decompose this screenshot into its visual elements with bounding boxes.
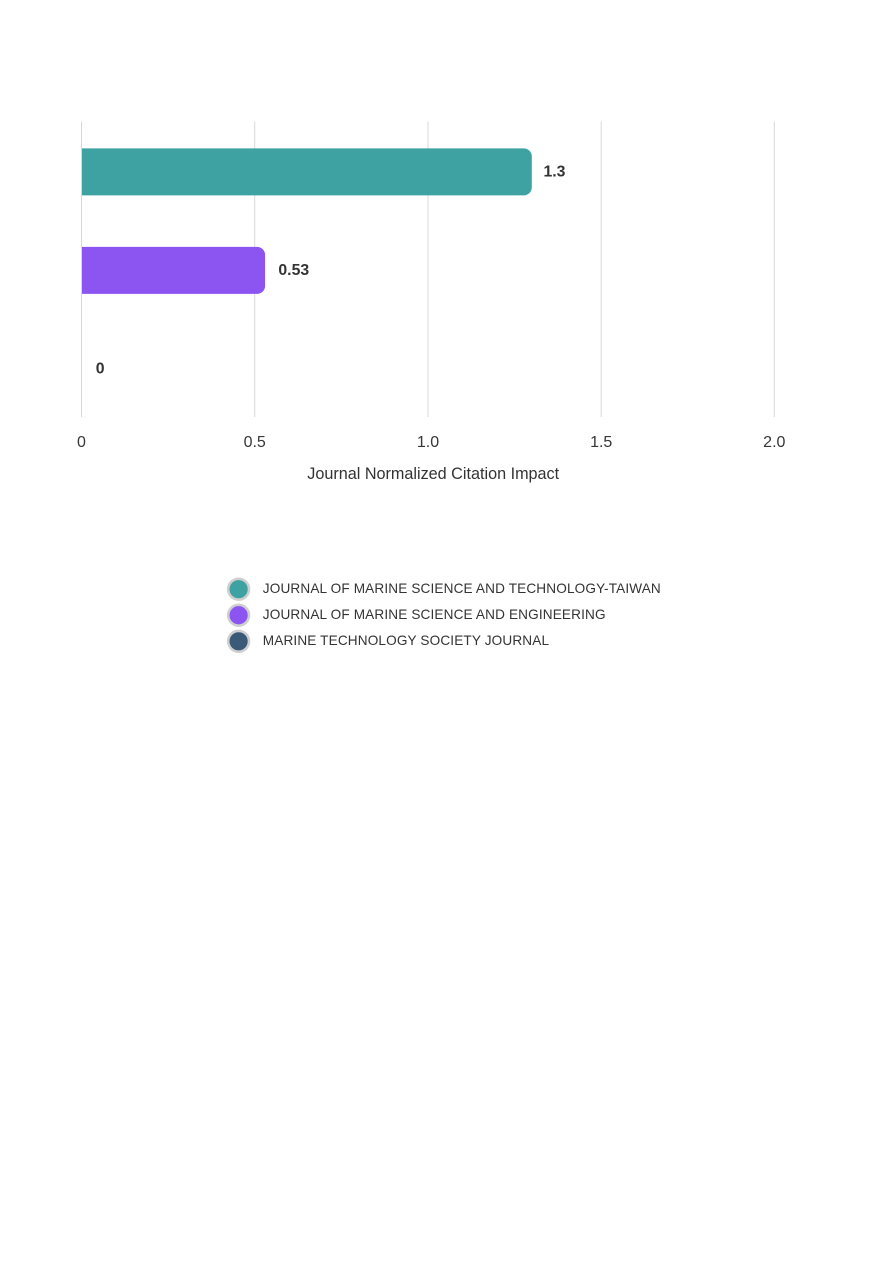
svg-text:1.5: 1.5 <box>590 434 612 451</box>
svg-text:0: 0 <box>77 434 86 451</box>
svg-text:MARINE TECHNOLOGY SOCIETY JOUR: MARINE TECHNOLOGY SOCIETY JOURNAL <box>263 633 550 648</box>
svg-text:1.0: 1.0 <box>417 434 439 451</box>
svg-text:0.53: 0.53 <box>278 262 309 279</box>
svg-text:0: 0 <box>96 360 105 377</box>
svg-text:2.0: 2.0 <box>763 434 785 451</box>
svg-text:JOURNAL OF MARINE SCIENCE AND: JOURNAL OF MARINE SCIENCE AND ENGINEERIN… <box>263 607 606 622</box>
svg-text:1.3: 1.3 <box>544 163 566 180</box>
svg-text:JOURNAL OF MARINE SCIENCE AND: JOURNAL OF MARINE SCIENCE AND TECHNOLOGY… <box>263 581 661 596</box>
svg-text:Journal Normalized Citation Im: Journal Normalized Citation Impact <box>307 465 559 483</box>
svg-text:0.5: 0.5 <box>244 434 266 451</box>
